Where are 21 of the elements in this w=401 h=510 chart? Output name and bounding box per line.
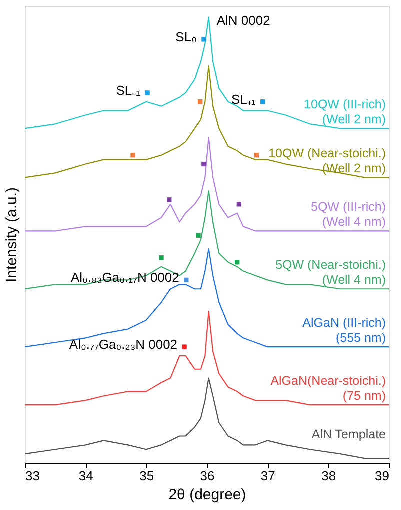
x-tick-label: 37 [260,468,276,484]
annotation: SL₀ [176,29,197,44]
x-tick-label: 34 [78,468,94,484]
x-tick-label: 33 [26,468,40,484]
x-tick-label: 36 [200,468,215,484]
series-label: 10QW (III-rich) (Well 2 nm) [304,98,386,127]
x-tick-label: 39 [375,468,390,484]
y-axis-title: Intensity (a.u.) [4,187,20,283]
annotation: AlN 0002 [216,13,270,28]
series-label: AlGaN(Near-stoichi.) (75 nm) [270,374,386,404]
series-label: 10QW (Near-stoichi.) (Well 2 nm) [268,146,386,176]
series-label: 5QW (Near-stoichi.) (Well 4 nm) [276,258,386,288]
annotation: SL₊₁ [232,92,256,107]
annotation: SL₋₁ [116,82,142,98]
x-tick-label: 38 [322,468,336,484]
annotation: Al₀.₇₇Ga₀.₂₃N 0002 [69,337,178,352]
series-label: 5QW (III-rich) (Well 4 nm) [311,200,386,230]
x-axis-title: 2θ (degree) [168,486,246,504]
x-tick-label: 35 [140,468,154,484]
series-label: AlGaN (III-rich) (555 nm) [302,316,386,346]
series-label: AlN Template [312,428,386,442]
